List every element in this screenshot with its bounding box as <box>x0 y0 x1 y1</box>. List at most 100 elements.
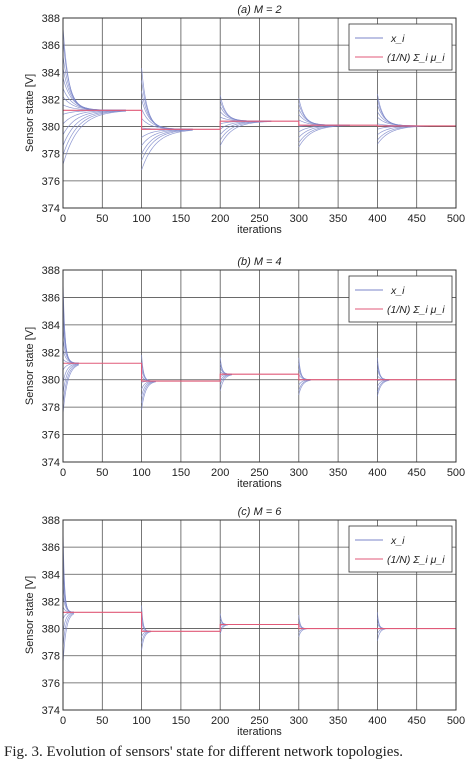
trajectory-line <box>62 279 79 364</box>
y-tick-label: 384 <box>42 67 60 79</box>
trajectory-line <box>141 118 193 130</box>
trajectory-line <box>219 624 229 635</box>
x-tick-label: 50 <box>96 467 108 479</box>
trajectory-line <box>298 628 307 637</box>
trajectory-line <box>141 129 193 154</box>
trajectory-line <box>62 364 79 415</box>
legend-box <box>348 23 453 71</box>
trajectory-line <box>141 381 156 404</box>
x-tick-label: 500 <box>447 213 465 225</box>
x-axis-label: iterations <box>237 224 282 236</box>
y-tick-label: 378 <box>42 402 60 414</box>
trajectory-line <box>219 357 233 375</box>
x-tick-label: 200 <box>211 467 229 479</box>
x-tick-label: 50 <box>96 715 108 727</box>
y-axis-label: Sensor state [V] <box>24 74 36 152</box>
trajectory-line <box>62 363 79 394</box>
average-line <box>63 109 456 130</box>
trajectory-line <box>62 612 75 648</box>
x-tick-label: 100 <box>132 467 150 479</box>
trajectory-line <box>377 379 390 393</box>
x-tick-label: 300 <box>290 715 308 727</box>
trajectory-line <box>219 374 233 391</box>
x-tick-label: 350 <box>329 467 347 479</box>
y-tick-label: 374 <box>42 705 60 717</box>
y-tick-label: 376 <box>42 678 60 690</box>
trajectory-line <box>141 80 193 130</box>
legend-label-average: (1/N) Σ_i μ_i <box>387 52 445 64</box>
x-tick-label: 200 <box>211 715 229 727</box>
trajectory-line <box>377 104 429 127</box>
trajectory-line <box>62 364 79 405</box>
trajectory-line <box>141 355 156 382</box>
legend: x_i (1/N) Σ_i μ_i <box>348 525 453 573</box>
trajectory-line <box>62 612 75 633</box>
x-axis-label: iterations <box>237 726 282 738</box>
y-tick-label: 388 <box>42 13 60 25</box>
trajectory-line <box>141 129 193 171</box>
legend-label-average: (1/N) Σ_i μ_i <box>387 554 445 566</box>
trajectory-line <box>377 357 390 381</box>
trajectory-line <box>141 381 156 410</box>
trajectory-line <box>298 125 350 148</box>
x-tick-label: 150 <box>172 467 190 479</box>
x-tick-label: 100 <box>132 213 150 225</box>
chart-panel-1: 0 50 100 150 200 250 300 350 400 450 500 374 376 378 3… <box>24 4 465 236</box>
trajectory-line <box>298 103 350 126</box>
trajectory-line <box>219 100 272 122</box>
y-tick-label: 386 <box>42 542 60 554</box>
trajectory-line <box>377 380 390 397</box>
y-tick-label: 376 <box>42 176 60 188</box>
x-tick-label: 450 <box>408 715 426 727</box>
legend-label-trajectory: x_i <box>390 33 405 45</box>
axes-frame <box>62 17 457 209</box>
y-tick-label: 374 <box>42 457 60 469</box>
y-tick-label: 388 <box>42 265 60 277</box>
trajectory-line <box>377 628 386 641</box>
y-tick-label: 384 <box>42 569 60 581</box>
x-tick-label: 450 <box>408 213 426 225</box>
legend: x_i (1/N) Σ_i μ_i <box>348 23 453 71</box>
x-tick-label: 350 <box>329 213 347 225</box>
trajectory-line <box>141 68 193 130</box>
x-tick-label: 0 <box>60 715 66 727</box>
x-tick-label: 100 <box>132 715 150 727</box>
x-tick-label: 450 <box>408 467 426 479</box>
trajectory-line <box>141 129 193 161</box>
x-tick-label: 0 <box>60 213 66 225</box>
x-tick-label: 400 <box>368 467 386 479</box>
trajectory-line <box>141 631 152 651</box>
trajectory-line <box>219 106 272 122</box>
trajectory-line <box>377 93 429 127</box>
x-axis-label: iterations <box>237 478 282 490</box>
x-tick-label: 250 <box>250 213 268 225</box>
x-tick-label: 250 <box>250 467 268 479</box>
y-tick-label: 374 <box>42 203 60 215</box>
legend-box <box>348 275 453 323</box>
trajectory-line <box>62 613 75 664</box>
trajectory-line <box>62 363 79 383</box>
y-tick-label: 380 <box>42 624 60 636</box>
trajectory-line <box>141 129 193 146</box>
x-tick-label: 150 <box>172 213 190 225</box>
trajectory-line <box>62 606 74 613</box>
x-tick-label: 0 <box>60 467 66 479</box>
x-tick-label: 200 <box>211 213 229 225</box>
trajectory-line <box>377 617 386 629</box>
figure-caption: Fig. 3. Evolution of sensors' state for … <box>4 744 404 760</box>
trajectory-line <box>298 119 350 126</box>
y-axis-label: Sensor state [V] <box>24 576 36 654</box>
y-tick-label: 376 <box>42 430 60 442</box>
x-tick-label: 350 <box>329 715 347 727</box>
legend-label-trajectory: x_i <box>390 535 405 547</box>
y-tick-label: 382 <box>42 347 60 359</box>
y-tick-label: 378 <box>42 149 60 161</box>
trajectory-line <box>62 68 126 111</box>
y-tick-label: 388 <box>42 515 60 527</box>
axes-frame <box>62 519 457 711</box>
trajectory-line <box>219 374 233 386</box>
x-tick-label: 150 <box>172 715 190 727</box>
y-tick-label: 378 <box>42 651 60 663</box>
trajectory-line <box>62 110 126 165</box>
